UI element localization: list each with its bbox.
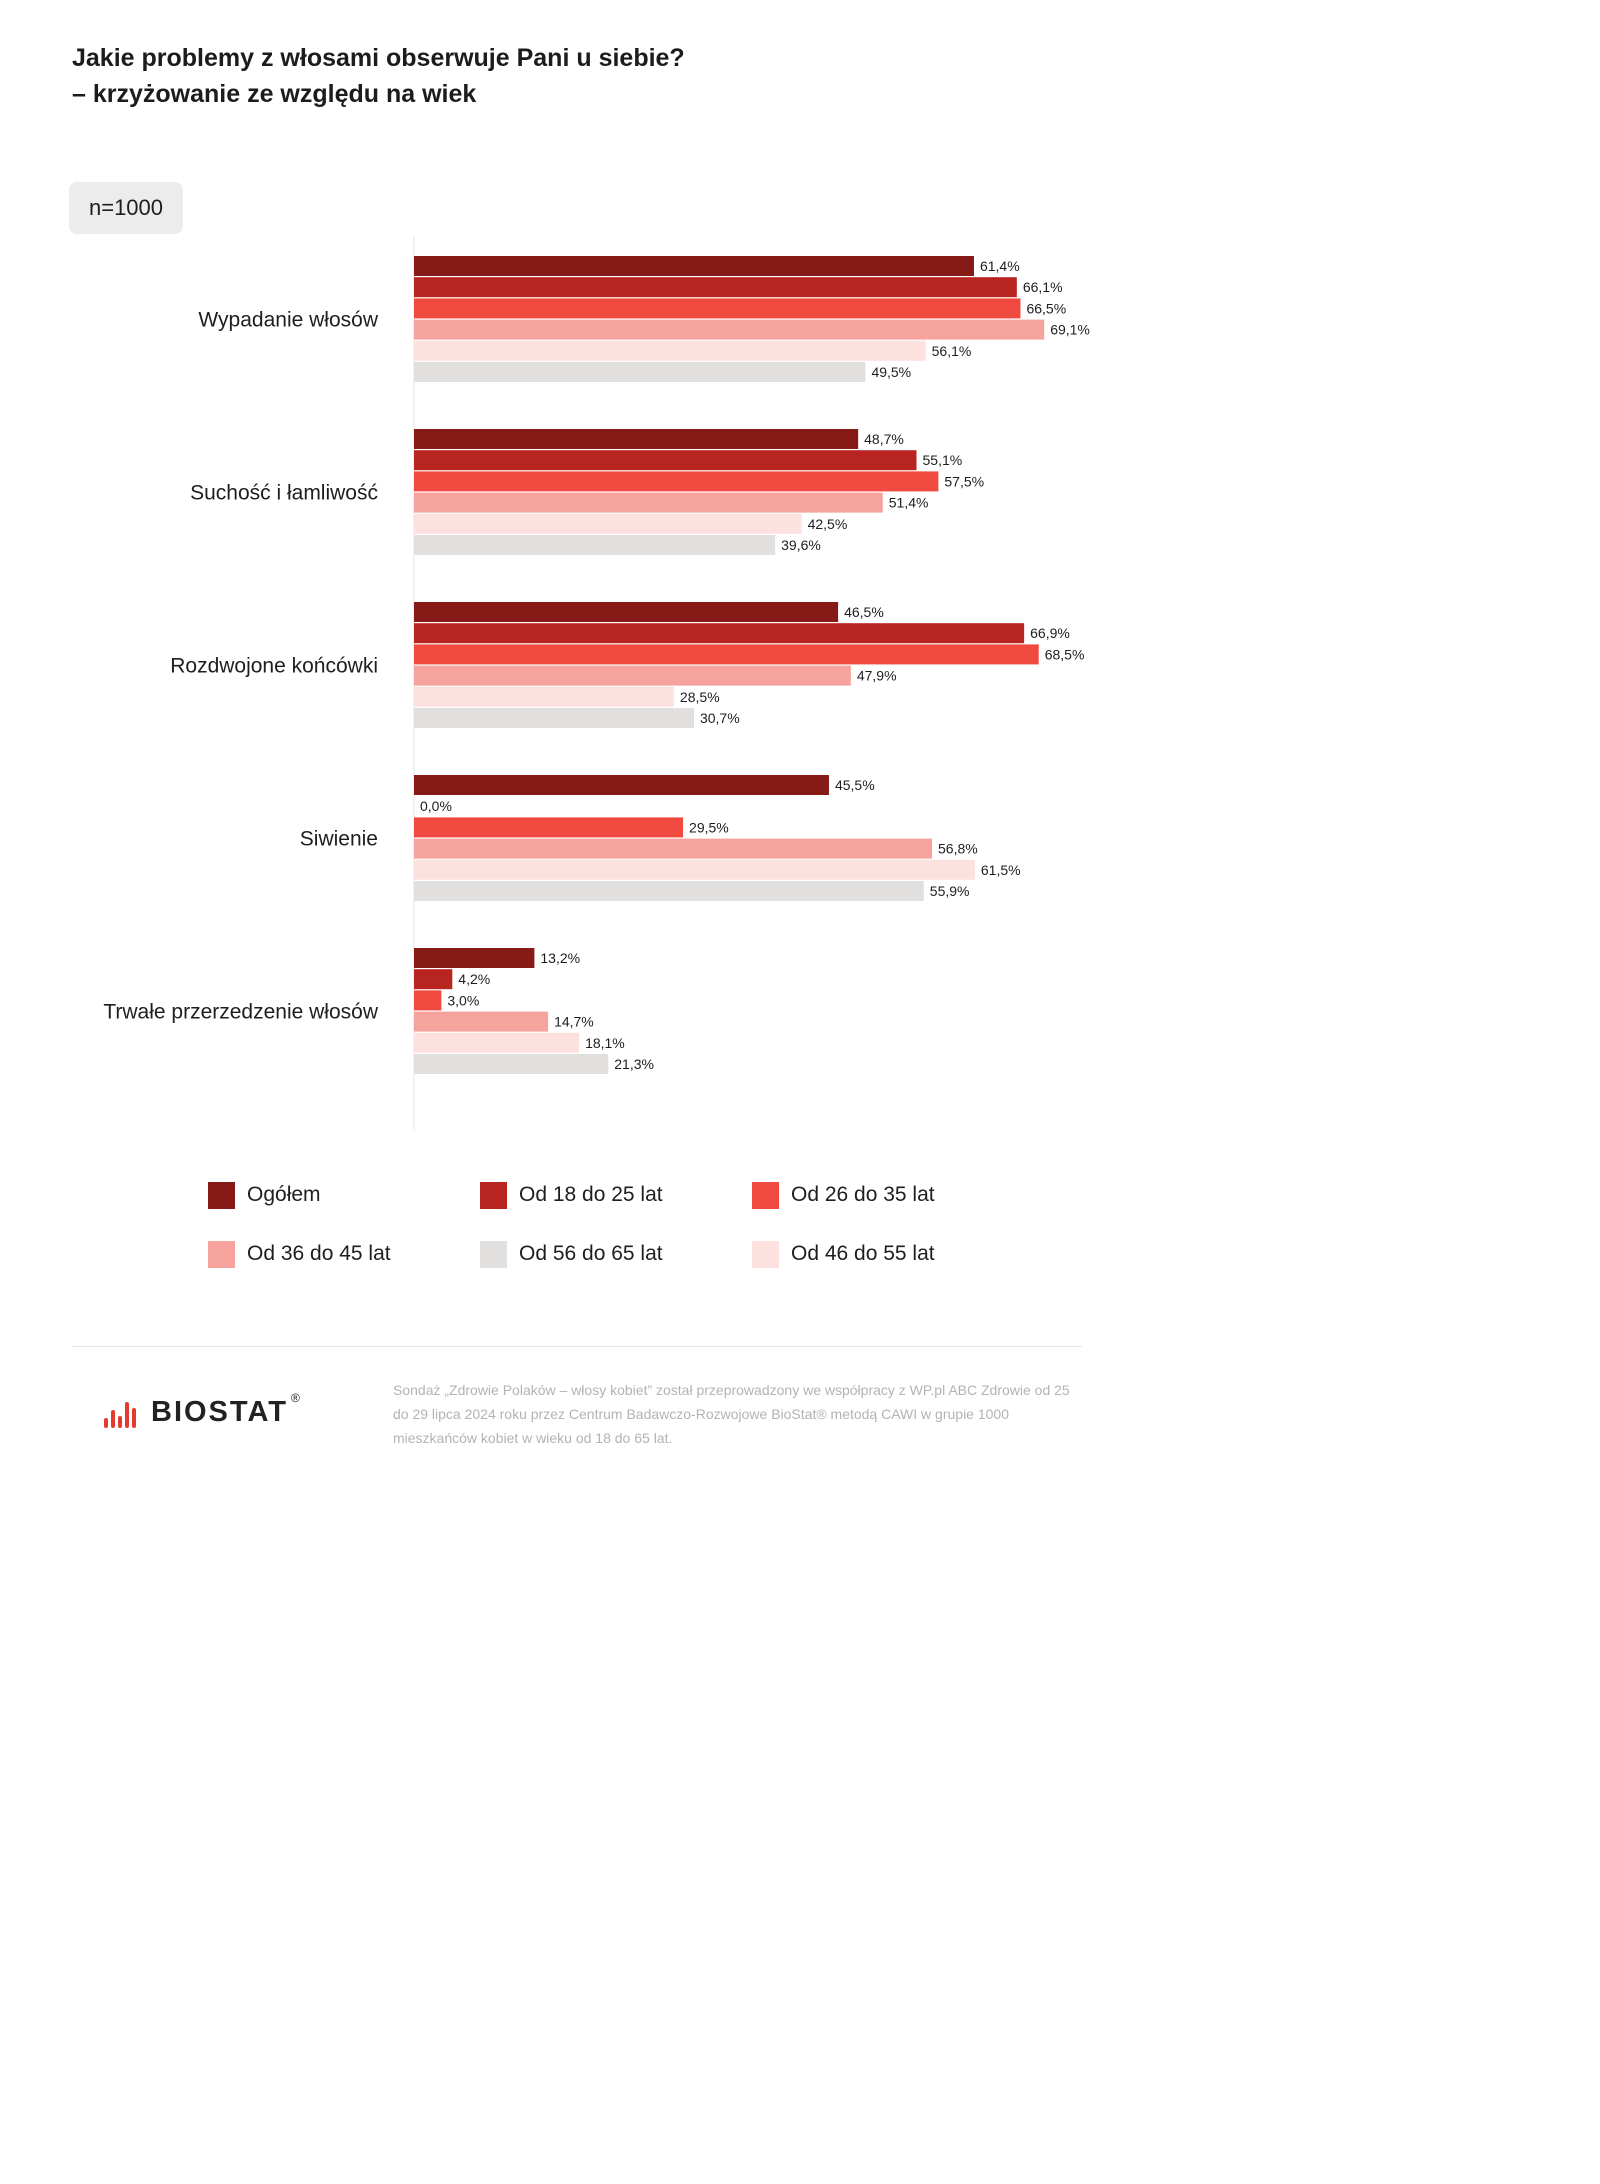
bar bbox=[414, 1054, 609, 1074]
bar bbox=[414, 817, 684, 838]
data-label: 61,5% bbox=[981, 862, 1021, 878]
legend-swatch bbox=[752, 1181, 779, 1209]
legend-label: Ogółem bbox=[247, 1183, 321, 1206]
bar bbox=[414, 340, 926, 361]
data-label: 51,4% bbox=[889, 495, 929, 511]
bar bbox=[414, 990, 442, 1011]
bar bbox=[414, 948, 535, 968]
data-label: 57,5% bbox=[944, 473, 984, 489]
bar bbox=[414, 1011, 549, 1032]
category-label: Suchość i łamliwość bbox=[190, 482, 378, 505]
data-label: 28,5% bbox=[680, 689, 720, 705]
data-label: 55,9% bbox=[930, 883, 970, 899]
bar bbox=[414, 298, 1021, 319]
legend-item-36-45: Od 36 do 45 lat bbox=[208, 1239, 391, 1269]
bar bbox=[414, 775, 829, 795]
title-line-1: Jakie problemy z włosami obserwuje Pani … bbox=[72, 44, 685, 72]
title-line-2: – krzyżowanie ze względu na wiek bbox=[72, 80, 477, 108]
data-label: 4,2% bbox=[458, 971, 490, 987]
logo-wordmark: BIOSTAT bbox=[151, 1395, 288, 1428]
data-label: 18,1% bbox=[585, 1035, 625, 1051]
data-label: 61,4% bbox=[980, 258, 1020, 274]
sample-size-badge: n=1000 bbox=[69, 182, 183, 234]
survey-footnote: Sondaż „Zdrowie Polaków – włosy kobiet” … bbox=[393, 1382, 1070, 1446]
data-label: 0,0% bbox=[420, 798, 452, 814]
data-label: 45,5% bbox=[835, 777, 875, 793]
bar bbox=[414, 429, 859, 449]
bar bbox=[414, 535, 776, 555]
data-label: 21,3% bbox=[614, 1056, 654, 1072]
data-label: 30,7% bbox=[700, 710, 740, 726]
data-label: 42,5% bbox=[808, 516, 848, 532]
bar-chart: Wypadanie włosów 61,4%66,1% 66,5% 69,1% 56,1… bbox=[103, 236, 1090, 1130]
legend-swatch bbox=[208, 1240, 235, 1268]
data-label: 55,1% bbox=[923, 452, 963, 468]
legend-item-26-35: Od 26 do 35 lat bbox=[752, 1180, 935, 1210]
data-label: 48,7% bbox=[864, 431, 904, 447]
bar bbox=[414, 881, 924, 901]
legend-swatch bbox=[480, 1240, 507, 1268]
bar bbox=[414, 838, 933, 859]
legend-label: Od 18 do 25 lat bbox=[519, 1183, 663, 1206]
bar bbox=[414, 686, 674, 707]
logo-bars-icon bbox=[104, 1396, 139, 1428]
data-label: 56,1% bbox=[932, 343, 972, 359]
data-label: 69,1% bbox=[1050, 322, 1090, 338]
legend-item-18-25: Od 18 do 25 lat bbox=[480, 1180, 663, 1210]
legend-label: Od 26 do 35 lat bbox=[791, 1183, 935, 1206]
data-label: 13,2% bbox=[540, 950, 580, 966]
data-label: 49,5% bbox=[871, 364, 911, 380]
legend-item-46-55: Od 46 do 55 lat bbox=[752, 1239, 935, 1269]
data-label: 68,5% bbox=[1045, 646, 1085, 662]
bar bbox=[414, 471, 939, 492]
data-label: 29,5% bbox=[689, 819, 729, 835]
legend-label: Od 46 do 55 lat bbox=[791, 1242, 935, 1265]
category-label: Wypadanie włosów bbox=[198, 309, 378, 332]
bar bbox=[414, 644, 1039, 665]
logo-registered-mark: ® bbox=[290, 1391, 300, 1405]
legend-swatch bbox=[480, 1181, 507, 1209]
footer-divider bbox=[72, 1346, 1082, 1347]
legend-swatch bbox=[752, 1240, 779, 1268]
bar bbox=[414, 256, 974, 276]
data-label: 66,1% bbox=[1023, 279, 1063, 295]
bar bbox=[414, 1032, 580, 1053]
bar bbox=[414, 450, 917, 471]
data-label: 66,9% bbox=[1030, 625, 1070, 641]
data-label: 47,9% bbox=[857, 668, 897, 684]
chart-title: Jakie problemy z włosami obserwuje Pani … bbox=[72, 40, 1072, 112]
data-label: 14,7% bbox=[554, 1014, 594, 1030]
bar bbox=[414, 665, 851, 686]
bar bbox=[414, 602, 839, 622]
data-label: 46,5% bbox=[844, 604, 884, 620]
data-label: 66,5% bbox=[1026, 300, 1066, 316]
legend-label: Od 36 do 45 lat bbox=[247, 1242, 391, 1265]
legend-item-ogolem: Ogółem bbox=[208, 1180, 321, 1210]
data-label: 39,6% bbox=[781, 537, 821, 553]
bar bbox=[414, 319, 1045, 340]
category-label: Rozdwojone końcówki bbox=[170, 655, 378, 678]
bar bbox=[414, 708, 694, 728]
biostat-logo: BIOSTAT ® bbox=[104, 1391, 300, 1432]
data-label: 3,0% bbox=[447, 992, 479, 1008]
legend-swatch bbox=[208, 1181, 235, 1209]
legend-label: Od 56 do 65 lat bbox=[519, 1242, 663, 1265]
bar bbox=[414, 362, 866, 382]
bar bbox=[414, 277, 1017, 298]
data-label: 56,8% bbox=[938, 841, 978, 857]
bar bbox=[414, 513, 802, 534]
category-label: Trwałe przerzedzenie włosów bbox=[103, 1001, 378, 1024]
bar bbox=[414, 492, 883, 513]
category-label: Siwienie bbox=[300, 828, 378, 851]
legend-item-56-65: Od 56 do 65 lat bbox=[480, 1239, 663, 1269]
bar bbox=[414, 859, 975, 880]
bar bbox=[414, 969, 453, 990]
bar bbox=[414, 623, 1025, 644]
